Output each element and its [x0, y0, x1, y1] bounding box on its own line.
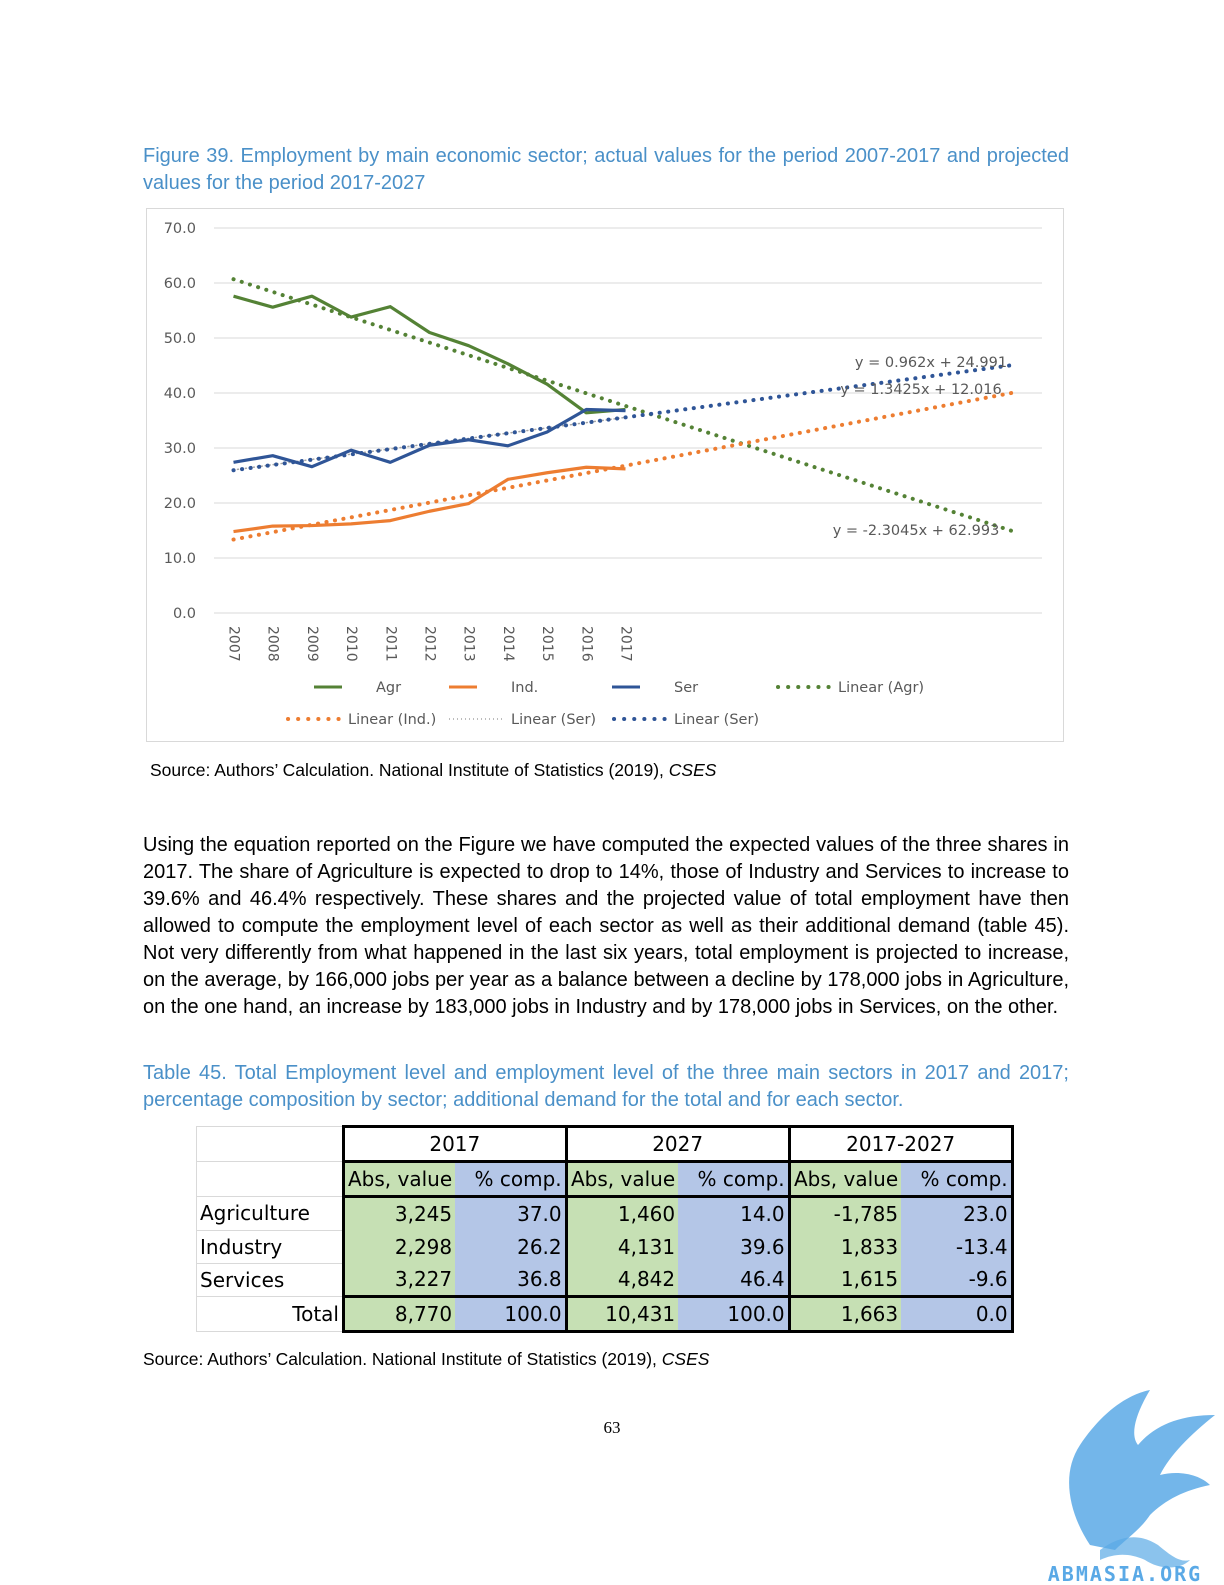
- table-cell: 0.0: [901, 1295, 1014, 1333]
- x-tick-label: 2010: [343, 626, 359, 662]
- eagle-icon: [1069, 1390, 1215, 1568]
- page-number: 63: [603, 1418, 621, 1437]
- legend-label: Linear (Agr): [838, 680, 924, 696]
- series-line-ser: [233, 407, 626, 469]
- row-label: Services: [196, 1262, 344, 1297]
- table-row-services: Services 3,227 36.8 4,842 46.4 1,615 -9.…: [196, 1262, 1014, 1297]
- trendline-equation: y = 0.962x + 24.991: [855, 355, 1007, 371]
- subheader-abs: Abs, value: [564, 1161, 679, 1198]
- table-cell: 3,245: [342, 1196, 456, 1230]
- y-tick-label: 40.0: [164, 386, 196, 402]
- y-tick-label: 10.0: [164, 551, 196, 567]
- trendline-equation: y = -2.3045x + 62.993: [833, 523, 1000, 539]
- x-tick-label: 2012: [422, 626, 438, 662]
- table-cell: 1,663: [787, 1295, 902, 1333]
- figure-source: Source: Authors’ Calculation. National I…: [150, 760, 717, 780]
- row-label: Agriculture: [196, 1196, 344, 1231]
- empty-header-cell: [196, 1126, 344, 1162]
- x-tick-label: 2009: [304, 626, 320, 662]
- x-tick-label: 2014: [500, 626, 516, 662]
- trendline-equation: y = 1.3425x + 12.016: [840, 382, 1001, 398]
- table-source: Source: Authors’ Calculation. National I…: [143, 1349, 710, 1369]
- trendline: [231, 362, 1020, 473]
- table-cell: 36.8: [455, 1263, 568, 1297]
- period-header: 2027: [564, 1125, 791, 1163]
- body-paragraph: Using the equation reported on the Figur…: [143, 834, 1069, 1018]
- x-tick-label: 2016: [578, 626, 594, 662]
- y-tick-label: 30.0: [164, 441, 196, 457]
- trendline: [231, 389, 1020, 542]
- trendline: [231, 277, 1020, 535]
- table-cell: 100.0: [455, 1295, 568, 1333]
- table-cell: 10,431: [564, 1295, 679, 1333]
- table-cell: 26.2: [455, 1230, 568, 1263]
- period-header: 2017-2027: [787, 1125, 1014, 1163]
- legend-label: Linear (Ser): [674, 712, 759, 728]
- subheader-comp: % comp.: [678, 1161, 791, 1198]
- table-cell: 37.0: [455, 1196, 568, 1230]
- employment-chart: 0.0 10.0 20.0 30.0 40.0 50.0 60.0 70.0 2007 2008 2…: [164, 221, 1042, 728]
- table-cell: 4,842: [564, 1263, 679, 1297]
- chart-frame: [146, 208, 1064, 742]
- table-row-agriculture: Agriculture 3,245 37.0 1,460 14.0 -1,785…: [196, 1196, 1014, 1231]
- table-cell: 23.0: [901, 1196, 1014, 1230]
- x-tick-label: 2013: [461, 626, 477, 662]
- table-cell: 100.0: [678, 1295, 791, 1333]
- subheader-abs: Abs, value: [787, 1161, 902, 1198]
- series-line-ind: [233, 465, 626, 534]
- employment-table: 2017 2027 2017-2027 Abs, value % comp. A…: [196, 1125, 1014, 1333]
- table-cell: 1,833: [787, 1230, 902, 1263]
- table-row-industry: Industry 2,298 26.2 4,131 39.6 1,833 -13…: [196, 1229, 1014, 1264]
- subheader-comp: % comp.: [455, 1161, 568, 1198]
- y-tick-label: 50.0: [164, 331, 196, 347]
- table-header-row: 2017 2027 2017-2027: [196, 1125, 1014, 1163]
- legend-label: Linear (Ser): [511, 712, 596, 728]
- period-header: 2017: [342, 1125, 568, 1163]
- table-cell: 1,460: [564, 1196, 679, 1230]
- table-cell: 8,770: [342, 1295, 456, 1333]
- subheader-abs: Abs, value: [342, 1161, 456, 1198]
- legend-label: Ind.: [511, 680, 538, 696]
- series-line-agr: [233, 294, 626, 415]
- watermark-logo: ABMASIA.ORG: [1048, 1390, 1215, 1585]
- y-tick-label: 70.0: [164, 221, 196, 237]
- table-cell: 46.4: [678, 1263, 791, 1297]
- table-cell: -9.6: [901, 1263, 1014, 1297]
- x-tick-label: 2011: [382, 626, 398, 662]
- legend-label: Linear (Ind.): [348, 712, 436, 728]
- table-cell: 2,298: [342, 1230, 456, 1263]
- table-subheader-row: Abs, value % comp. Abs, value % comp. Ab…: [196, 1161, 1014, 1198]
- x-tick-label: 2007: [226, 626, 242, 662]
- table-cell: -1,785: [787, 1196, 902, 1230]
- y-tick-label: 60.0: [164, 276, 196, 292]
- table-caption: Table 45. Total Employment level and emp…: [143, 1062, 1069, 1111]
- legend-label: Agr: [376, 680, 401, 696]
- y-tick-label: 20.0: [164, 496, 196, 512]
- table-cell: 39.6: [678, 1230, 791, 1263]
- x-tick-label: 2008: [265, 626, 281, 662]
- table-cell: 3,227: [342, 1263, 456, 1297]
- legend-label: Ser: [674, 680, 698, 696]
- figure-caption: Figure 39. Employment by main economic s…: [143, 145, 1069, 194]
- watermark-text: ABMASIA.ORG: [1048, 1562, 1202, 1585]
- table-cell: 14.0: [678, 1196, 791, 1230]
- table-row-total: Total 8,770 100.0 10,431 100.0 1,663 0.0: [196, 1295, 1014, 1333]
- empty-subheader-cell: [196, 1161, 344, 1197]
- row-label: Industry: [196, 1229, 344, 1264]
- row-label: Total: [196, 1296, 344, 1332]
- x-tick-label: 2017: [618, 626, 634, 662]
- subheader-comp: % comp.: [901, 1161, 1014, 1198]
- table-cell: -13.4: [901, 1230, 1014, 1263]
- x-tick-label: 2015: [539, 626, 555, 662]
- table-cell: 1,615: [787, 1263, 902, 1297]
- y-tick-label: 0.0: [173, 606, 196, 622]
- table-cell: 4,131: [564, 1230, 679, 1263]
